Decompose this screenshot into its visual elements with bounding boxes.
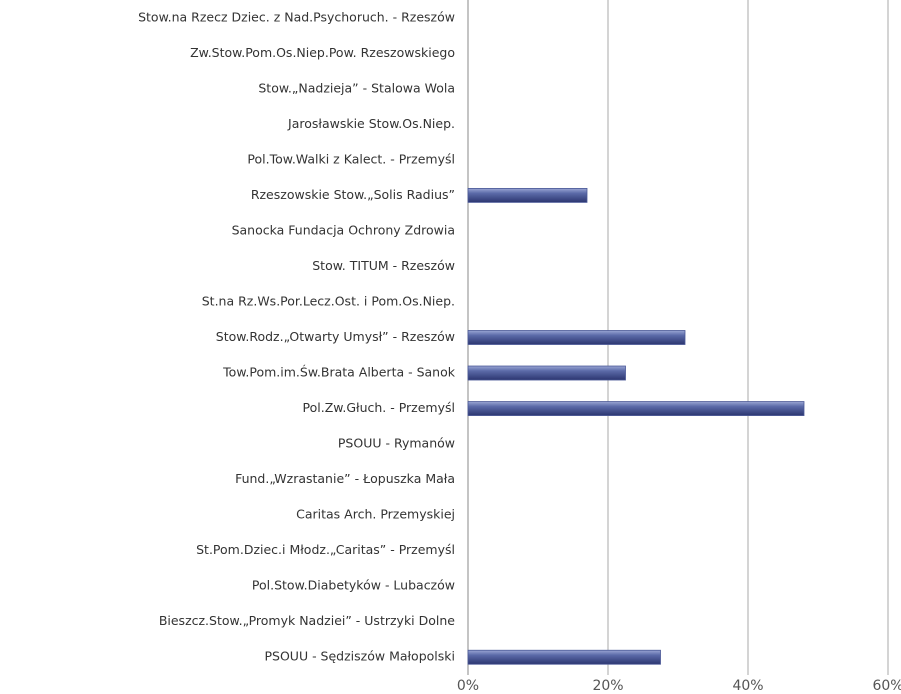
x-tick-label: 40% (732, 678, 763, 694)
y-tick-label: Stow.na Rzecz Dziec. z Nad.Psychoruch. -… (138, 9, 455, 24)
y-tick-label: Bieszcz.Stow.„Promyk Nadziei” - Ustrzyki… (159, 613, 455, 628)
y-tick-label: PSOUU - Sędziszów Małopolski (264, 649, 455, 664)
y-tick-label: Pol.Zw.Głuch. - Przemyśl (303, 400, 455, 415)
bar (467, 187, 588, 203)
y-tick-label: Sanocka Fundacja Ochrony Zdrowia (232, 222, 455, 237)
bar (467, 365, 626, 381)
y-tick-label: Caritas Arch. Przemyskiej (296, 507, 455, 522)
bar (467, 649, 661, 665)
x-tick-label: 60% (872, 678, 901, 694)
y-tick-label: Stow.„Nadzieja” - Stalowa Wola (258, 80, 455, 95)
y-tick-label: Tow.Pom.im.Św.Brata Alberta - Sanok (222, 365, 456, 380)
y-tick-label: Fund.„Wzrastanie” - Łopuszka Mała (235, 471, 455, 486)
y-tick-label: Jarosławskie Stow.Os.Niep. (287, 116, 455, 131)
y-tick-label: Pol.Stow.Diabetyków - Lubaczów (252, 578, 455, 593)
y-tick-label: PSOUU - Rymanów (338, 436, 455, 451)
y-tick-label: Pol.Tow.Walki z Kalect. - Przemyśl (247, 151, 455, 166)
y-tick-label: Stow. TITUM - Rzeszów (312, 258, 455, 273)
bar (467, 330, 686, 345)
y-tick-label: Rzeszowskie Stow.„Solis Radius” (251, 187, 455, 202)
x-tick-label: 20% (592, 678, 623, 694)
y-tick-label: St.na Rz.Ws.Por.Lecz.Ost. i Pom.Os.Niep. (202, 293, 455, 308)
y-tick-label: Zw.Stow.Pom.Os.Niep.Pow. Rzeszowskiego (190, 45, 455, 60)
bar (467, 401, 805, 416)
y-tick-label: Stow.Rodz.„Otwarty Umysł” - Rzeszów (216, 329, 455, 344)
y-tick-label: St.Pom.Dziec.i Młodz.„Caritas” - Przemyś… (196, 542, 455, 557)
x-tick-label: 0% (457, 678, 479, 694)
